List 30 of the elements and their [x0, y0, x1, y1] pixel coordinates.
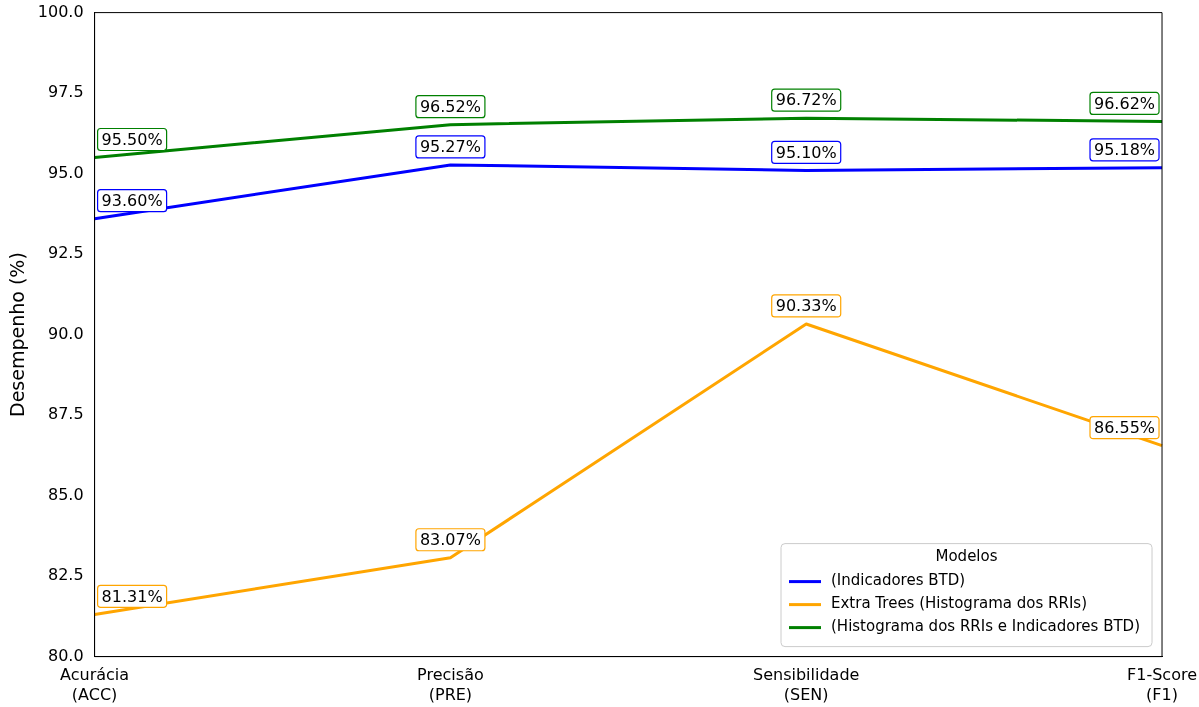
- y-tick-label: 80.0: [47, 645, 84, 665]
- data-label: 95.50%: [101, 129, 163, 149]
- y-tick-label: 90.0: [47, 323, 84, 343]
- y-tick-label: 92.5: [47, 243, 84, 263]
- legend-label: (Indicadores BTD): [831, 571, 966, 590]
- y-axis-title: Desempenho (%): [6, 252, 29, 417]
- data-label: 93.60%: [101, 190, 163, 210]
- y-tick-label: 87.5: [47, 404, 84, 424]
- y-tick-label: 95.0: [47, 162, 84, 182]
- x-tick-label: Acurácia (ACC): [60, 665, 130, 704]
- legend-label: Extra Trees (Histograma dos RRIs): [831, 594, 1088, 613]
- data-label: 95.10%: [775, 142, 837, 162]
- y-tick-label: 82.5: [47, 565, 84, 585]
- legend-label: (Histograma dos RRIs e Indicadores BTD): [831, 617, 1141, 636]
- y-tick-label: 97.5: [47, 82, 84, 102]
- data-label: 83.07%: [419, 529, 481, 549]
- y-tick-label: 100.0: [37, 1, 84, 21]
- data-label: 86.55%: [1094, 417, 1156, 437]
- data-label: 81.31%: [101, 586, 163, 606]
- x-tick-label: Sensibilidade (SEN): [753, 665, 860, 704]
- legend-title: Modelos: [935, 547, 998, 566]
- data-label: 90.33%: [775, 296, 837, 316]
- data-label: 96.52%: [419, 96, 481, 116]
- x-tick-label: F1-Score (F1): [1127, 665, 1197, 704]
- x-tick-label: Precisão (PRE): [417, 665, 484, 704]
- data-label: 96.72%: [775, 90, 837, 110]
- data-label: 96.62%: [1094, 93, 1156, 113]
- data-label: 95.27%: [419, 137, 481, 157]
- data-label: 95.18%: [1094, 139, 1156, 159]
- y-tick-label: 85.0: [47, 484, 84, 504]
